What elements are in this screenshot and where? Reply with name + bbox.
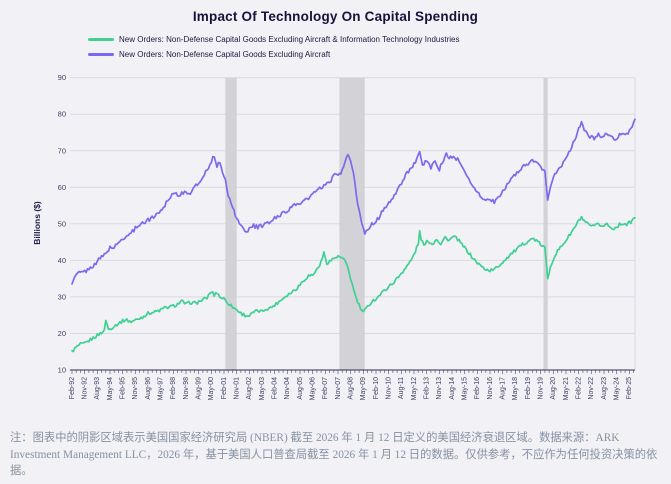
x-tick-label: Nov-01 bbox=[234, 377, 241, 400]
x-tick-label: May-03 bbox=[259, 377, 266, 400]
x-tick-label: Feb-22 bbox=[576, 377, 583, 399]
x-tick-label: Aug-96 bbox=[145, 377, 152, 400]
x-tick-label: Nov-16 bbox=[487, 377, 494, 400]
x-tick-label: May-12 bbox=[411, 377, 418, 400]
series-line-ex-aircraft-and-it bbox=[71, 215, 636, 353]
x-tick-label: Aug-14 bbox=[449, 377, 456, 400]
green-line-swatch-icon bbox=[88, 38, 114, 41]
y-tick-label: 90 bbox=[58, 73, 66, 82]
x-tick-labels: Feb-92 Nov-92 Aug-93 May-94 Feb-95 Nov-95 Aug-… bbox=[69, 377, 633, 400]
y-tick-label: 60 bbox=[58, 183, 66, 192]
chart-legend: New Orders: Non-Defense Capital Goods Ex… bbox=[88, 35, 459, 59]
x-tick-label: Feb-92 bbox=[69, 377, 76, 399]
x-tick-label: Nov-19 bbox=[538, 377, 545, 400]
y-tick-label: 70 bbox=[58, 146, 66, 155]
y-tick-label: 30 bbox=[58, 292, 66, 301]
footnote-text: 注：图表中的阴影区域表示美国国家经济研究局 (NBER) 截至 2026 年 1… bbox=[10, 432, 658, 477]
x-tick-label: Aug-23 bbox=[601, 377, 608, 400]
x-tick-label: Feb-13 bbox=[424, 377, 431, 399]
y-tick-label: 20 bbox=[58, 329, 66, 338]
x-tick-label: Nov-04 bbox=[284, 377, 291, 400]
x-tick-label: May-06 bbox=[310, 377, 317, 400]
x-tick-label: May-21 bbox=[563, 377, 570, 400]
x-tick-label: Nov-98 bbox=[183, 377, 190, 400]
x-tick-label: May-97 bbox=[158, 377, 165, 400]
x-tick-label: Nov-95 bbox=[132, 377, 139, 400]
x-tick-label: Nov-07 bbox=[335, 377, 342, 400]
y-tick-labels: 10 20 30 40 50 60 70 80 90 bbox=[58, 73, 66, 374]
x-tick-label: Feb-98 bbox=[170, 377, 177, 399]
x-tick-label: Aug-08 bbox=[348, 377, 355, 400]
y-tick-label: 80 bbox=[58, 110, 66, 119]
x-tick-label: Nov-92 bbox=[82, 377, 89, 400]
legend-label: New Orders: Non-Defense Capital Goods Ex… bbox=[119, 35, 460, 44]
x-tick-label: Aug-20 bbox=[550, 377, 557, 400]
legend-item-green-series: New Orders: Non-Defense Capital Goods Ex… bbox=[88, 35, 459, 44]
recession-bands bbox=[225, 77, 548, 370]
x-axis bbox=[70, 369, 635, 374]
chart-canvas: Feb-92 Nov-92 Aug-93 May-94 Feb-95 Nov-95 Aug-… bbox=[58, 73, 636, 400]
x-tick-label: Nov-13 bbox=[436, 377, 443, 400]
x-tick-label: May-15 bbox=[462, 377, 469, 400]
y-tick-label: 10 bbox=[58, 366, 66, 375]
x-tick-label: Feb-04 bbox=[272, 377, 279, 399]
x-tick-label: May-94 bbox=[107, 377, 114, 400]
x-tick-label: Nov-22 bbox=[588, 377, 595, 400]
x-tick-label: Aug-11 bbox=[398, 377, 405, 399]
x-tick-label: Aug-93 bbox=[94, 377, 101, 400]
x-tick-label: Aug-05 bbox=[297, 377, 304, 400]
x-tick-label: Feb-01 bbox=[221, 377, 228, 399]
legend-item-purple-series: New Orders: Non-Defense Capital Goods Ex… bbox=[88, 50, 459, 59]
x-tick-label: Aug-99 bbox=[196, 377, 203, 400]
x-tick-label: Aug-02 bbox=[246, 377, 253, 400]
purple-line-swatch-icon bbox=[88, 53, 114, 56]
x-tick-label: Feb-19 bbox=[525, 377, 532, 399]
x-tick-label: Feb-10 bbox=[373, 377, 380, 399]
x-tick-label: Feb-25 bbox=[626, 377, 633, 399]
chart-title: Impact Of Technology On Capital Spending bbox=[192, 9, 479, 24]
legend-label: New Orders: Non-Defense Capital Goods Ex… bbox=[119, 50, 331, 59]
y-tick-label: 40 bbox=[58, 256, 66, 265]
x-tick-label: Feb-95 bbox=[120, 377, 127, 399]
x-tick-label: May-09 bbox=[360, 377, 367, 400]
x-tick-label: Feb-16 bbox=[474, 377, 481, 399]
y-tick-label: 50 bbox=[58, 219, 66, 228]
x-tick-label: Nov-10 bbox=[386, 377, 393, 400]
series-line-ex-aircraft bbox=[71, 118, 636, 285]
x-tick-label: May-00 bbox=[208, 377, 215, 400]
x-tick-label: Aug-17 bbox=[500, 377, 507, 400]
x-tick-label: May-24 bbox=[614, 377, 621, 400]
x-tick-label: May-18 bbox=[512, 377, 519, 400]
x-tick-label: Feb-07 bbox=[322, 377, 329, 399]
